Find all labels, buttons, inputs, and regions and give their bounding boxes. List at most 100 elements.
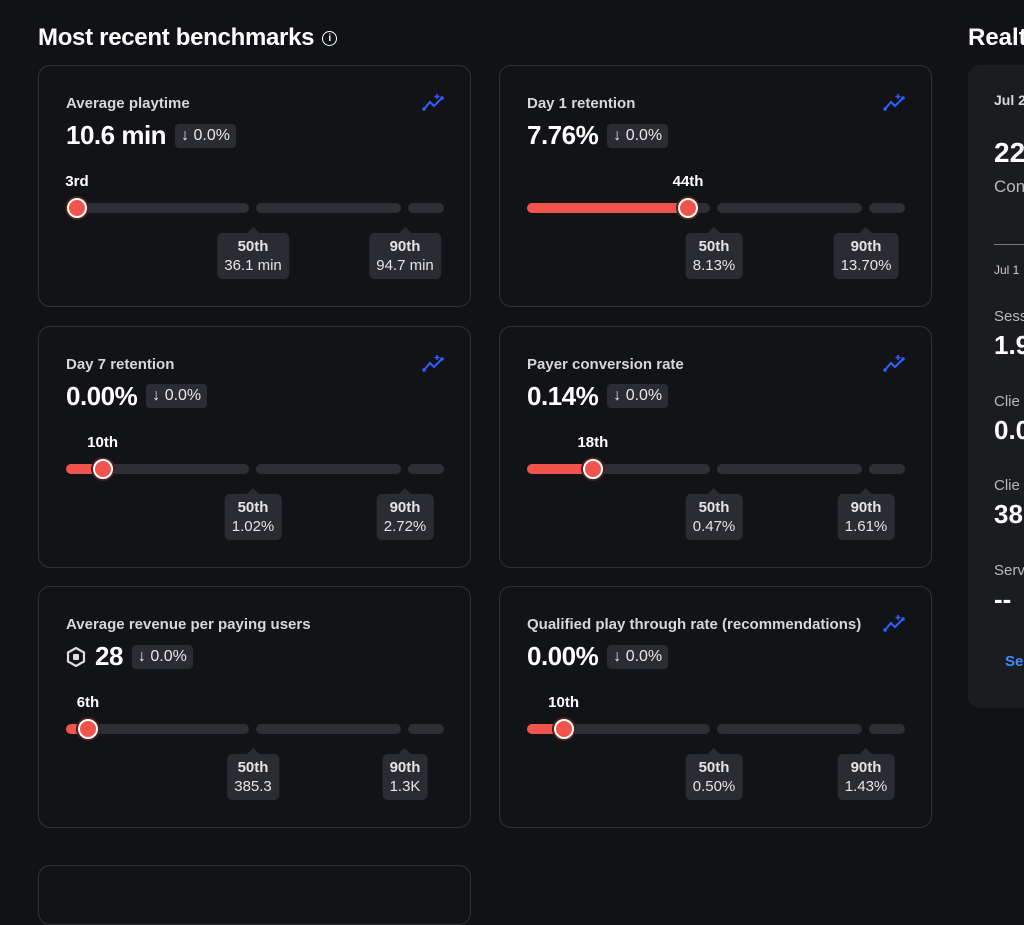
card-title: Day 1 retention — [527, 95, 636, 112]
benchmark-card: Day 7 retention 0.00% ↓ 0.0% 10th 50th 1.… — [38, 325, 471, 568]
arrow-down-icon: ↓ — [613, 126, 626, 144]
benchmark-card: Qualified play through rate (recommendat… — [499, 586, 932, 828]
p50-callout: 50th 1.02% — [224, 487, 282, 540]
trend-sparkle-icon[interactable] — [883, 615, 905, 633]
track-segment — [869, 203, 905, 213]
change-badge: ↓ 0.0% — [146, 384, 208, 408]
track-segment — [408, 203, 444, 213]
stat-label: Clie — [994, 477, 1020, 494]
p90-callout: 90th 94.7 min — [369, 227, 441, 279]
percentile-label: 44th — [672, 173, 704, 190]
percentile-label: 3rd — [65, 173, 89, 190]
p50-callout: 50th 385.3 — [227, 748, 279, 800]
change-badge: ↓ 0.0% — [131, 644, 193, 669]
metric-value: 0.00% — [66, 380, 138, 411]
stat-value: -- — [994, 584, 1012, 614]
arrow-down-icon: ↓ — [613, 647, 626, 665]
track-segment — [527, 463, 710, 474]
percentile-label: 10th — [548, 694, 580, 711]
card-title: Average revenue per paying users — [66, 616, 311, 633]
trend-sparkle-icon[interactable] — [422, 94, 444, 112]
trend-sparkle-icon[interactable] — [883, 354, 905, 373]
track-segment — [869, 463, 905, 474]
percentile-marker — [553, 719, 574, 739]
track-segment — [408, 463, 444, 474]
track-segment — [717, 203, 862, 213]
track-fill — [527, 724, 564, 734]
stat-label: Sess — [994, 308, 1024, 325]
track-fill — [66, 463, 103, 474]
card-title: Average playtime — [66, 95, 190, 112]
trend-sparkle-icon[interactable] — [422, 354, 444, 373]
arrow-down-icon: ↓ — [181, 126, 194, 144]
see-more-link[interactable]: Se — [1005, 653, 1024, 670]
p50-callout: 50th 36.1 min — [217, 227, 289, 279]
p50-callout: 50th 0.47% — [685, 487, 743, 540]
track-segment — [256, 203, 401, 213]
track-segment — [256, 463, 401, 474]
p50-callout: 50th 8.13% — [685, 227, 743, 279]
stat-value: 1.9 — [994, 330, 1024, 360]
realtime-value: 22 — [994, 137, 1024, 168]
metric-value: 0.00% — [527, 641, 599, 671]
benchmark-card: Average revenue per paying users 28 ↓ 0.… — [38, 586, 471, 828]
p90-callout: 90th 1.3K — [382, 748, 428, 800]
section-title: Most recent benchmarks i — [38, 24, 338, 52]
track-segment — [66, 724, 249, 734]
percentile-label: 18th — [577, 433, 609, 451]
card-title: Qualified play through rate (recommendat… — [527, 616, 862, 633]
robux-icon — [66, 646, 86, 667]
track-fill — [527, 463, 593, 474]
p90-callout: 90th 1.61% — [837, 487, 895, 540]
p90-callout: 90th 2.72% — [376, 487, 434, 540]
percentile-marker — [678, 198, 699, 218]
percentile-label: 10th — [87, 433, 119, 451]
track-fill — [66, 724, 88, 734]
change-badge: ↓ 0.0% — [607, 123, 669, 148]
track-segment — [527, 724, 710, 734]
track-segment — [66, 463, 249, 474]
p50-callout: 50th 0.50% — [685, 748, 743, 800]
card-title: Day 7 retention — [66, 355, 175, 373]
track-fill — [527, 203, 689, 213]
info-icon[interactable]: i — [322, 30, 338, 46]
p90-callout: 90th 13.70% — [833, 227, 899, 279]
realtime-date: Jul 2 — [994, 92, 1024, 108]
percentile-marker — [92, 458, 113, 479]
axis-date: Jul 1 — [994, 263, 1020, 277]
stat-label: Clie — [994, 393, 1020, 410]
change-badge: ↓ 0.0% — [175, 123, 236, 148]
percentile-marker — [77, 719, 98, 739]
percentile-marker — [66, 198, 87, 218]
trend-sparkle-icon[interactable] — [883, 94, 905, 112]
metric-value: 0.14% — [527, 380, 599, 411]
benchmark-card: Payer conversion rate 0.14% ↓ 0.0% 18th … — [499, 325, 932, 568]
track-segment — [408, 724, 444, 734]
metric-value: 7.76% — [527, 120, 599, 150]
change-badge: ↓ 0.0% — [607, 384, 669, 408]
metric-value: 10.6 min — [66, 120, 167, 150]
next-card — [38, 865, 471, 925]
percentile-label: 6th — [76, 694, 100, 711]
benchmark-card: Average playtime 10.6 min ↓ 0.0% 3rd 50t… — [38, 65, 471, 307]
realtime-label: Con — [994, 177, 1024, 196]
metric-value: 28 — [95, 641, 123, 671]
chart-axis — [994, 244, 1024, 245]
track-segment — [717, 724, 862, 734]
benchmark-card: Day 1 retention 7.76% ↓ 0.0% 44th 50th 8.… — [499, 65, 932, 307]
percentile-marker — [582, 458, 603, 479]
track-segment — [717, 463, 862, 474]
arrow-down-icon: ↓ — [137, 647, 151, 665]
stat-label: Serv — [994, 562, 1024, 579]
realtime-panel: Jul 2 22 Con Jul 1 Sess 1.9 Clie 0.0 Cli… — [968, 65, 1024, 708]
card-title: Payer conversion rate — [527, 355, 684, 373]
p90-callout: 90th 1.43% — [837, 748, 895, 800]
stat-value: 0.0 — [994, 415, 1024, 445]
realtime-title: Realt — [968, 24, 1024, 51]
change-badge: ↓ 0.0% — [607, 644, 669, 669]
arrow-down-icon: ↓ — [613, 387, 626, 404]
stat-value: 38 — [994, 499, 1023, 529]
track-segment — [256, 724, 401, 734]
track-segment — [869, 724, 905, 734]
track-segment — [66, 203, 249, 213]
